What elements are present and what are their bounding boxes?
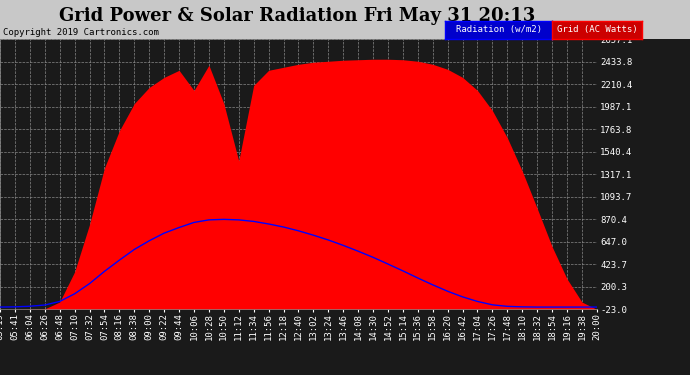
Text: Grid Power & Solar Radiation Fri May 31 20:13: Grid Power & Solar Radiation Fri May 31 … — [59, 7, 535, 25]
Text: Grid (AC Watts): Grid (AC Watts) — [557, 25, 637, 34]
Text: Copyright 2019 Cartronics.com: Copyright 2019 Cartronics.com — [3, 28, 159, 38]
Text: Radiation (w/m2): Radiation (w/m2) — [455, 25, 542, 34]
